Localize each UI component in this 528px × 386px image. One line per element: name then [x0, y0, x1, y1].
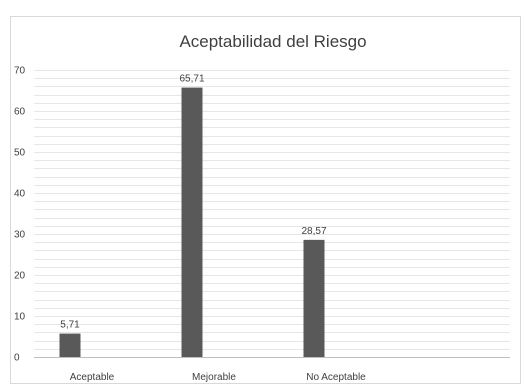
chart-title: Aceptabilidad del Riesgo [179, 32, 366, 51]
bars [59, 87, 325, 358]
data-label: 65,71 [179, 74, 204, 85]
y-tick-label: 70 [14, 66, 26, 77]
bar [59, 333, 81, 357]
gridlines [34, 70, 510, 350]
data-label: 28,57 [301, 226, 326, 237]
y-tick-label: 20 [14, 271, 26, 282]
data-labels: 5,71 65,71 28,57 [60, 74, 327, 331]
y-axis-ticks: 0 10 20 30 40 50 60 70 [14, 66, 26, 364]
category-label: Aceptable [70, 372, 115, 383]
category-label: No Aceptable [306, 372, 366, 383]
x-axis-categories: Aceptable Mejorable No Aceptable [70, 372, 366, 383]
chart-frame [10, 16, 521, 384]
y-tick-label: 50 [14, 148, 26, 159]
y-tick-label: 60 [14, 107, 26, 118]
y-tick-label: 40 [14, 189, 26, 200]
y-tick-label: 30 [14, 230, 26, 241]
data-label: 5,71 [60, 320, 80, 331]
y-tick-label: 10 [14, 312, 26, 323]
bar [181, 87, 203, 358]
y-tick-label: 0 [14, 353, 20, 364]
bar [303, 239, 325, 357]
category-label: Mejorable [192, 372, 236, 383]
